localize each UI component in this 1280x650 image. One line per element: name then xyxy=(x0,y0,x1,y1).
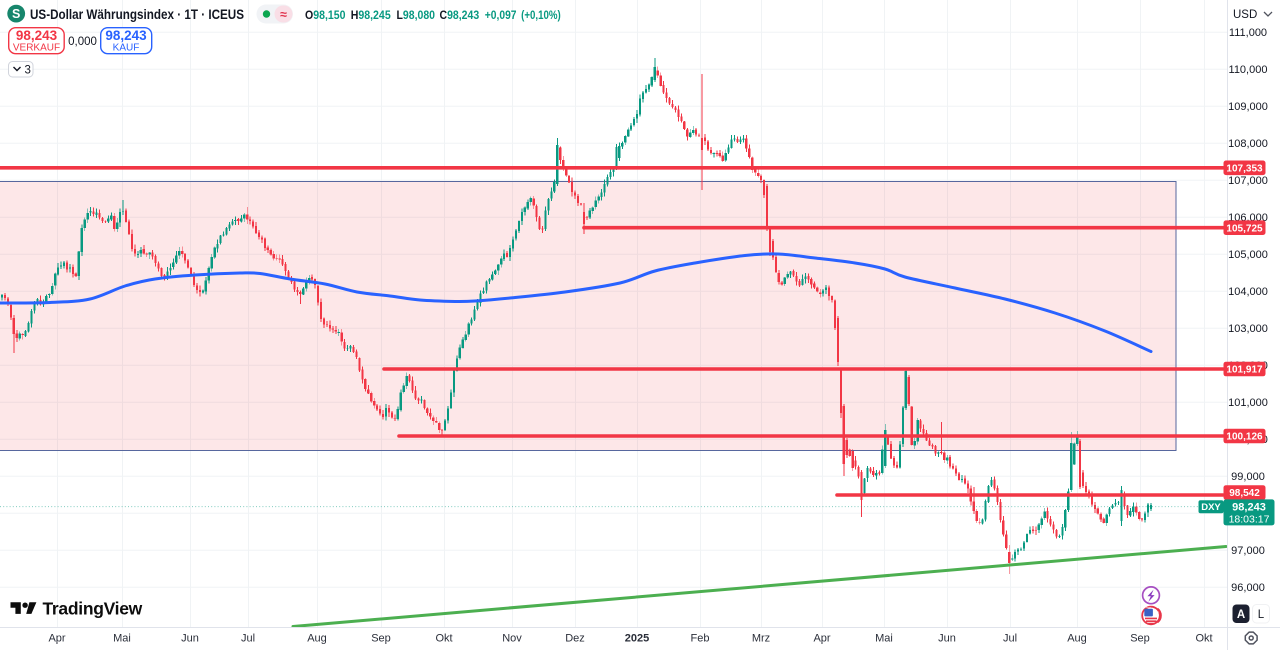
svg-text:Feb: Feb xyxy=(691,633,710,645)
svg-text:101,917: 101,917 xyxy=(1226,365,1263,376)
svg-text:Aug: Aug xyxy=(307,633,327,645)
svg-text:Dez: Dez xyxy=(565,633,585,645)
svg-text:+0,097: +0,097 xyxy=(485,8,517,22)
svg-text:TradingView: TradingView xyxy=(43,598,143,618)
svg-text:Jul: Jul xyxy=(1003,633,1017,645)
svg-text:Okt: Okt xyxy=(435,633,452,645)
svg-text:Aug: Aug xyxy=(1067,633,1087,645)
svg-text:109,000: 109,000 xyxy=(1228,101,1268,113)
svg-text:108,000: 108,000 xyxy=(1228,138,1268,150)
svg-text:Nov: Nov xyxy=(502,633,522,645)
svg-text:98,542: 98,542 xyxy=(1229,488,1260,499)
svg-text:Apr: Apr xyxy=(813,633,830,645)
svg-text:111,000: 111,000 xyxy=(1229,27,1267,39)
svg-text:Jun: Jun xyxy=(181,633,199,645)
svg-text:A: A xyxy=(1237,609,1245,621)
svg-text:L: L xyxy=(1258,609,1265,621)
svg-text:Mai: Mai xyxy=(875,633,893,645)
svg-text:L98,080: L98,080 xyxy=(397,8,436,22)
svg-text:0,000: 0,000 xyxy=(68,36,97,48)
svg-text:Jun: Jun xyxy=(938,633,956,645)
svg-text:97,000: 97,000 xyxy=(1231,545,1265,557)
svg-text:18:03:17: 18:03:17 xyxy=(1229,513,1270,525)
svg-text:Apr: Apr xyxy=(48,633,65,645)
svg-text:98,243: 98,243 xyxy=(105,28,147,43)
svg-text:Mai: Mai xyxy=(113,633,131,645)
svg-text:100,126: 100,126 xyxy=(1226,432,1263,443)
svg-text:≈: ≈ xyxy=(280,8,287,22)
svg-text:Okt: Okt xyxy=(1195,633,1212,645)
svg-text:Mrz: Mrz xyxy=(752,633,770,645)
svg-text:96,000: 96,000 xyxy=(1231,582,1265,594)
svg-text:99,000: 99,000 xyxy=(1231,471,1265,483)
svg-text:S: S xyxy=(12,7,20,21)
svg-text:USD: USD xyxy=(1233,9,1257,21)
svg-text:Sep: Sep xyxy=(1130,633,1150,645)
svg-text:VERKAUF: VERKAUF xyxy=(13,43,60,54)
svg-text:101,000: 101,000 xyxy=(1228,397,1268,409)
svg-text:105,725: 105,725 xyxy=(1226,223,1263,234)
svg-text:105,000: 105,000 xyxy=(1228,249,1268,261)
svg-text:DXY: DXY xyxy=(1201,502,1221,513)
svg-text:C98,243: C98,243 xyxy=(440,8,480,22)
svg-text:107,000: 107,000 xyxy=(1228,175,1268,187)
svg-text:98,243: 98,243 xyxy=(1232,501,1266,513)
svg-text:KAUF: KAUF xyxy=(113,43,140,54)
svg-text:104,000: 104,000 xyxy=(1228,286,1268,298)
svg-text:98,243: 98,243 xyxy=(16,28,58,43)
svg-text:3: 3 xyxy=(25,64,31,76)
svg-text:O98,150: O98,150 xyxy=(305,8,346,22)
svg-text:H98,245: H98,245 xyxy=(351,8,391,22)
svg-text:110,000: 110,000 xyxy=(1229,64,1268,76)
svg-text:2025: 2025 xyxy=(625,633,649,645)
svg-text:107,353: 107,353 xyxy=(1226,163,1263,174)
svg-text:Jul: Jul xyxy=(241,633,255,645)
svg-text:US-Dollar Währungsindex · 1T ·: US-Dollar Währungsindex · 1T · ICEUS xyxy=(30,7,244,23)
svg-text:Sep: Sep xyxy=(371,633,391,645)
svg-text:103,000: 103,000 xyxy=(1228,323,1268,335)
svg-text:(+0,10%): (+0,10%) xyxy=(521,8,561,22)
